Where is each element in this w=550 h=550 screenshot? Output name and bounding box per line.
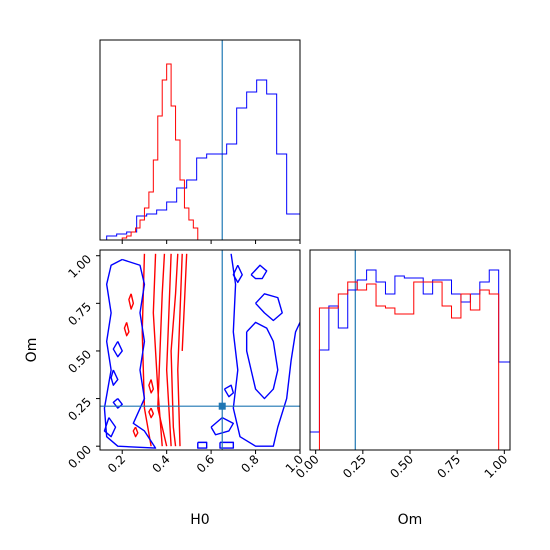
- histogram-series-a: [106, 79, 300, 240]
- contour-series-a: [223, 384, 235, 398]
- histogram-series-a: [309, 269, 510, 450]
- contour-series-b: [170, 253, 179, 447]
- contour-series-a: [250, 264, 268, 280]
- y-axis-label: Om: [24, 338, 40, 363]
- x-ticks: [121, 240, 301, 244]
- contour-series-a: [232, 264, 243, 284]
- panel-hist-h0: [99, 39, 301, 244]
- histogram-series: [106, 63, 300, 241]
- truth-marker: [218, 402, 226, 410]
- contour-series-a: [245, 321, 279, 400]
- contour-series-b: [148, 379, 155, 394]
- contour-series-a: [110, 369, 119, 386]
- contour-series-b: [128, 293, 135, 310]
- x-axis-label: Om: [398, 512, 423, 528]
- contour-series-b: [177, 253, 183, 447]
- histogram-series: [309, 269, 510, 451]
- contour-series-a: [219, 441, 235, 449]
- contour-series-b: [181, 253, 188, 351]
- contour-series-a: [112, 398, 123, 409]
- truth-lines: [100, 250, 300, 450]
- contour-series-a: [255, 293, 283, 322]
- contour-series: [103, 253, 300, 449]
- contour-series-a: [197, 441, 208, 449]
- contour-series-b: [132, 426, 139, 438]
- axes-frame: [99, 39, 301, 241]
- contour-series-b: [157, 253, 168, 447]
- contour-series-a: [230, 253, 300, 447]
- contour-series-a: [210, 416, 235, 436]
- histogram-series-b: [310, 281, 503, 451]
- contour-series-a: [112, 341, 123, 358]
- contour-series-b: [148, 407, 155, 419]
- contour-series-a: [103, 258, 157, 449]
- histogram-series-b: [106, 63, 300, 241]
- x-axis-label: H0: [190, 512, 209, 528]
- contour-series-b: [165, 253, 172, 447]
- contour-series-b: [123, 322, 130, 337]
- contour-series-a: [103, 417, 117, 438]
- axes-frame: [99, 249, 301, 451]
